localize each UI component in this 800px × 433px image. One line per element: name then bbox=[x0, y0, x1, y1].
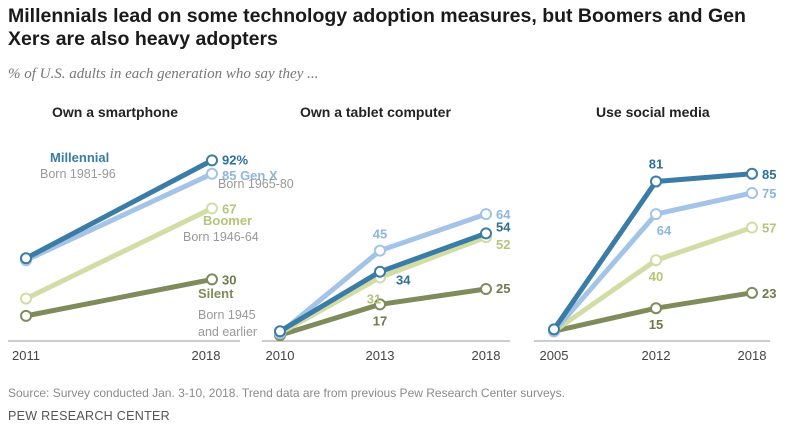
own-a-smartphone-boomer-point-2018 bbox=[206, 202, 218, 215]
own-a-tablet-computer-boomer-label-2018: 52 bbox=[496, 237, 510, 252]
chart-subtitle: % of U.S. adults in each generation who … bbox=[8, 66, 319, 82]
own-a-tablet-computer-millennial-label-2018: 54 bbox=[496, 219, 511, 234]
genx-born: Born 1965-80 bbox=[218, 177, 294, 191]
use-social-media-silent-point-2012 bbox=[650, 302, 662, 315]
own-a-smartphone-tick-2018: 2018 bbox=[192, 348, 221, 363]
use-social-media-millennial-point-2005 bbox=[548, 323, 560, 336]
use-social-media-boomer-label-2018: 57 bbox=[762, 221, 776, 236]
use-social-media-genx-label-2018: 75 bbox=[762, 186, 776, 201]
panel-tablet: Own a tablet computer 2010 2013 2018 17 25 31 5… bbox=[262, 104, 511, 363]
boomer-born: Born 1946-64 bbox=[183, 230, 259, 244]
panel-smartphone: Own a smartphone 2011 2018 30 67 85 Gen X92% bbox=[8, 104, 278, 363]
own-a-smartphone-millennial-line bbox=[23, 157, 215, 261]
own-a-smartphone-genx-line bbox=[23, 171, 215, 263]
own-a-smartphone-millennial-point-2011 bbox=[20, 252, 32, 265]
boomer-name: Boomer bbox=[203, 213, 252, 228]
own-a-smartphone-silent-point-2018 bbox=[206, 273, 218, 286]
use-social-media-boomer-label-2012: 40 bbox=[649, 269, 663, 284]
silent-born-line2: and earlier bbox=[198, 325, 257, 339]
own-a-tablet-computer-silent-point-2013 bbox=[374, 298, 386, 311]
use-social-media-boomer-point-2012 bbox=[650, 254, 662, 267]
own-a-tablet-computer-silent-point-2018 bbox=[480, 283, 492, 295]
own-a-tablet-computer-genx-label-2013: 45 bbox=[373, 227, 387, 242]
own-a-tablet-computer-millennial-point-2010 bbox=[274, 325, 286, 338]
use-social-media-silent-label-2012: 15 bbox=[649, 317, 663, 332]
own-a-tablet-computer-silent-label-2013: 17 bbox=[373, 313, 387, 328]
own-a-smartphone-genx-point-2018 bbox=[206, 167, 218, 180]
own-a-smartphone-genx-label-2018: 85 Gen X bbox=[222, 168, 278, 183]
use-social-media-tick-2005: 2005 bbox=[540, 348, 569, 363]
use-social-media-title: Use social media bbox=[596, 104, 710, 120]
own-a-smartphone-silent-point-2011 bbox=[20, 309, 32, 322]
panel-social-media: Use social media 2005 2012 2018 15 23 40 57 64 75… bbox=[534, 104, 776, 363]
own-a-tablet-computer-genx-point-2018 bbox=[480, 208, 492, 221]
use-social-media-genx-label-2012: 64 bbox=[657, 223, 672, 238]
use-social-media-genx-point-2012 bbox=[650, 208, 662, 221]
use-social-media-genx-point-2018 bbox=[746, 187, 758, 199]
own-a-tablet-computer-genx-point-2013 bbox=[374, 244, 386, 257]
use-social-media-boomer-point-2018 bbox=[746, 221, 758, 234]
own-a-tablet-computer-millennial-point-2013 bbox=[374, 265, 386, 278]
own-a-tablet-computer-millennial-label-2013: 34 bbox=[396, 273, 411, 288]
use-social-media-millennial-label-2018: 85 bbox=[762, 167, 776, 182]
own-a-tablet-computer-tick-2018: 2018 bbox=[472, 348, 501, 363]
millennial-born: Born 1981-96 bbox=[40, 167, 116, 181]
own-a-smartphone-silent-label-2018: 30 bbox=[222, 272, 236, 287]
own-a-tablet-computer-tick-2010: 2010 bbox=[266, 348, 295, 363]
use-social-media-tick-2018: 2018 bbox=[738, 348, 767, 363]
use-social-media-millennial-point-2018 bbox=[746, 167, 758, 180]
use-social-media-silent-label-2018: 23 bbox=[762, 286, 776, 301]
silent-born-line1: Born 1945 bbox=[198, 308, 256, 322]
own-a-smartphone-boomer-point-2011 bbox=[20, 292, 32, 305]
own-a-tablet-computer-tick-2013: 2013 bbox=[366, 348, 395, 363]
own-a-smartphone-millennial-point-2018 bbox=[206, 154, 218, 167]
own-a-smartphone-tick-2011: 2011 bbox=[12, 348, 40, 363]
own-a-smartphone-millennial-label-2018: 92% bbox=[222, 152, 248, 167]
use-social-media-millennial-label-2012: 81 bbox=[649, 156, 663, 171]
generation-annotations: Millennial Born 1981-96 Born 1965-80 Boo… bbox=[40, 150, 294, 339]
own-a-tablet-computer-millennial-point-2018 bbox=[480, 227, 492, 240]
own-a-tablet-computer-boomer-label-2013: 31 bbox=[367, 291, 381, 306]
chart-title: Millennials lead on some technology adop… bbox=[8, 5, 746, 50]
own-a-smartphone-silent-line bbox=[23, 276, 215, 319]
use-social-media-silent-point-2018 bbox=[746, 286, 758, 299]
use-social-media-tick-2012: 2012 bbox=[642, 348, 671, 363]
own-a-tablet-computer-silent-label-2018: 25 bbox=[496, 281, 510, 296]
organization-credit: PEW RESEARCH CENTER bbox=[8, 409, 170, 423]
own-a-smartphone-title: Own a smartphone bbox=[52, 104, 178, 120]
own-a-tablet-computer-title: Own a tablet computer bbox=[300, 104, 451, 120]
millennial-name: Millennial bbox=[50, 150, 109, 165]
own-a-smartphone-boomer-label-2018: 67 bbox=[222, 201, 236, 216]
use-social-media-millennial-point-2012 bbox=[650, 175, 662, 188]
source-note: Source: Survey conducted Jan. 3-10, 2018… bbox=[8, 386, 565, 400]
silent-name: Silent bbox=[198, 286, 234, 301]
own-a-tablet-computer-genx-label-2018: 64 bbox=[496, 207, 511, 222]
own-a-smartphone-boomer-line bbox=[23, 205, 215, 302]
